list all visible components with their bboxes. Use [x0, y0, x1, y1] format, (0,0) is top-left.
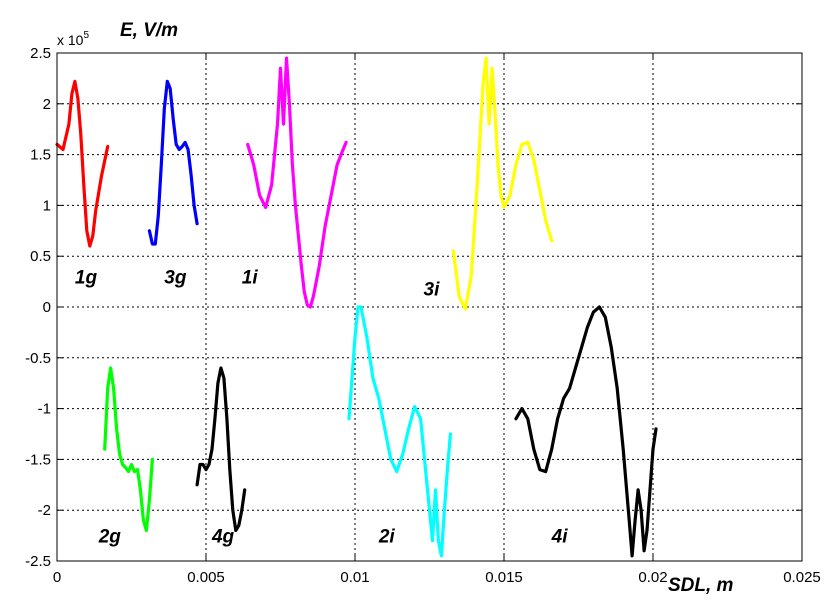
x-tick-label: 0.02	[638, 569, 667, 586]
plot-frame	[56, 52, 803, 562]
x-axis-title: SDL, m	[668, 575, 734, 596]
series-line-3i	[451, 56, 554, 311]
y-tick-label: 1	[43, 197, 51, 214]
series-line-3g	[147, 79, 199, 246]
x-tick-label: 0	[53, 569, 61, 586]
x-tick-label: 0.01	[340, 569, 369, 586]
series-line-4i	[514, 305, 658, 558]
y-tick-label: -1	[38, 401, 51, 418]
series-line-2g	[103, 366, 154, 533]
x-tick-label: 0.005	[187, 569, 225, 586]
x-tick-label: 0.015	[485, 569, 523, 586]
series-label-4g: 4g	[211, 527, 235, 548]
series-labels: 1g 3g 1i 3i 2g 4g 2i 4i	[75, 268, 568, 548]
series-label-3g: 3g	[164, 268, 187, 289]
y-multiplier-base: x 10	[57, 32, 84, 48]
y-tick-label: -1.5	[25, 451, 51, 468]
y-tick-label: -0.5	[25, 350, 51, 367]
y-tick-label: -2	[38, 502, 51, 519]
y-tick-label: -2.5	[25, 553, 51, 570]
series-label-4i: 4i	[551, 527, 569, 548]
series-line-2i	[347, 305, 452, 558]
y-axis-title: E, V/m	[120, 20, 178, 41]
y-tick-label: 1.5	[30, 147, 51, 164]
y-tick-label: 2	[43, 96, 51, 113]
series-label-2i: 2i	[378, 527, 396, 548]
y-tick-label: 2.5	[30, 45, 51, 62]
series-line-1g	[55, 79, 110, 248]
y-tick-label: 0	[43, 299, 51, 316]
series-label-2g: 2g	[98, 527, 122, 548]
y-multiplier-exponent: 5	[83, 30, 89, 41]
series-line-1i	[246, 56, 348, 309]
series-label-3i: 3i	[424, 280, 441, 301]
axis-ticks: 0 0.005 0.01 0.015 0.02 0.025 2.5 2 1.5 1 0.5 0 -0.5…	[25, 45, 821, 586]
series-label-1g: 1g	[75, 268, 98, 289]
x-tick-label: 0.025	[783, 569, 821, 586]
series-label-1i: 1i	[242, 268, 259, 289]
y-multiplier: x 105	[57, 30, 89, 48]
series-line-4g	[195, 366, 247, 533]
grid-lines	[57, 53, 802, 561]
data-series	[55, 56, 658, 558]
y-tick-label: 0.5	[30, 248, 51, 265]
